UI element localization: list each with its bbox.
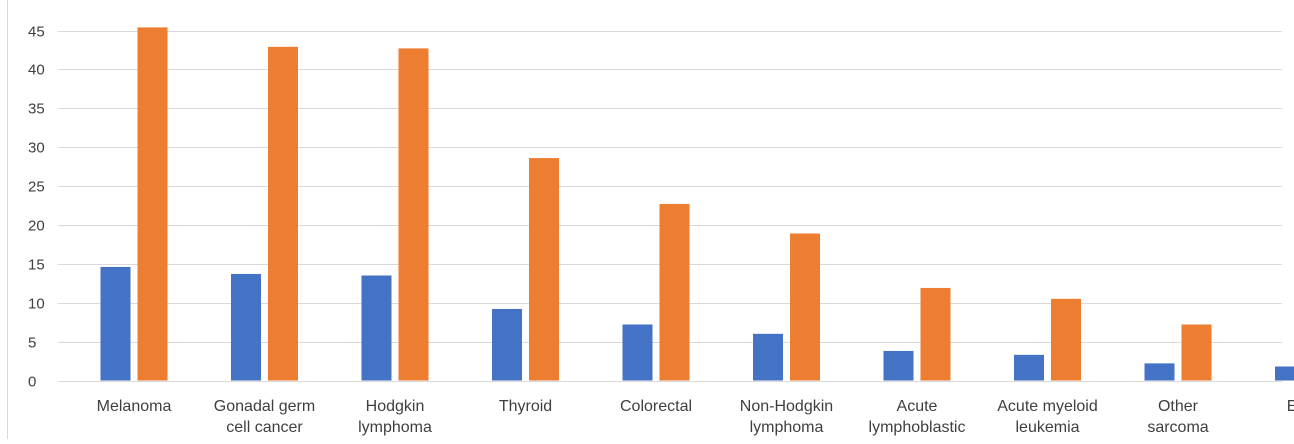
category-label: Acute myeloid bbox=[997, 398, 1098, 415]
bar-series-2 bbox=[1051, 299, 1081, 381]
bar-series-2 bbox=[138, 27, 168, 380]
y-tick-label: 0 bbox=[28, 374, 36, 391]
bar-series-1 bbox=[1275, 367, 1294, 381]
bar-series-1 bbox=[492, 309, 522, 381]
category-label: Acute bbox=[897, 398, 938, 415]
bar-series-2 bbox=[660, 204, 690, 381]
y-axis-ticks: 0 5 10 15 20 25 30 35 40 45 bbox=[28, 24, 45, 391]
category-label: Colorectal bbox=[620, 398, 692, 415]
y-tick-label: 30 bbox=[28, 140, 45, 157]
y-tick-label: 40 bbox=[28, 62, 45, 79]
bars bbox=[101, 27, 1294, 380]
bar-series-2 bbox=[921, 288, 951, 381]
bar-series-1 bbox=[1145, 363, 1175, 380]
bar-series-1 bbox=[623, 325, 653, 381]
bar-series-2 bbox=[399, 48, 429, 380]
category-label: Thyroid bbox=[499, 398, 552, 415]
y-tick-label: 10 bbox=[28, 296, 45, 313]
y-tick-label: 45 bbox=[28, 24, 45, 41]
bar-series-2 bbox=[529, 158, 559, 380]
bar-series-2 bbox=[268, 47, 298, 381]
bar-series-1 bbox=[362, 276, 392, 381]
category-label: lymphoblastic bbox=[869, 419, 966, 436]
y-tick-label: 5 bbox=[28, 335, 36, 352]
bar-series-1 bbox=[1014, 355, 1044, 381]
category-label: Other bbox=[1158, 398, 1199, 415]
category-label: lymphoma bbox=[750, 419, 824, 436]
y-tick-label: 25 bbox=[28, 179, 45, 196]
category-label: Gonadal germ bbox=[214, 398, 315, 415]
bar-series-2 bbox=[1182, 325, 1212, 381]
category-label: Melanoma bbox=[97, 398, 172, 415]
category-label: Ewing bbox=[1287, 398, 1294, 415]
category-label: leukemia bbox=[1015, 419, 1079, 436]
bar-series-1 bbox=[231, 274, 261, 381]
x-axis-labels: Melanoma Gonadal germ cell cancer Hodgkin ly… bbox=[97, 398, 1294, 436]
y-tick-label: 15 bbox=[28, 257, 45, 274]
y-tick-label: 20 bbox=[28, 218, 45, 235]
bar-series-1 bbox=[884, 351, 914, 381]
bar-series-1 bbox=[101, 267, 131, 381]
category-label: Hodgkin bbox=[366, 398, 425, 415]
bar-series-2 bbox=[790, 234, 820, 381]
category-label: lymphoma bbox=[358, 419, 432, 436]
category-label: cell cancer bbox=[226, 419, 303, 436]
category-label: Non-Hodgkin bbox=[740, 398, 833, 415]
y-tick-label: 35 bbox=[28, 101, 45, 118]
category-label: sarcoma bbox=[1147, 419, 1208, 436]
bar-series-1 bbox=[753, 334, 783, 381]
